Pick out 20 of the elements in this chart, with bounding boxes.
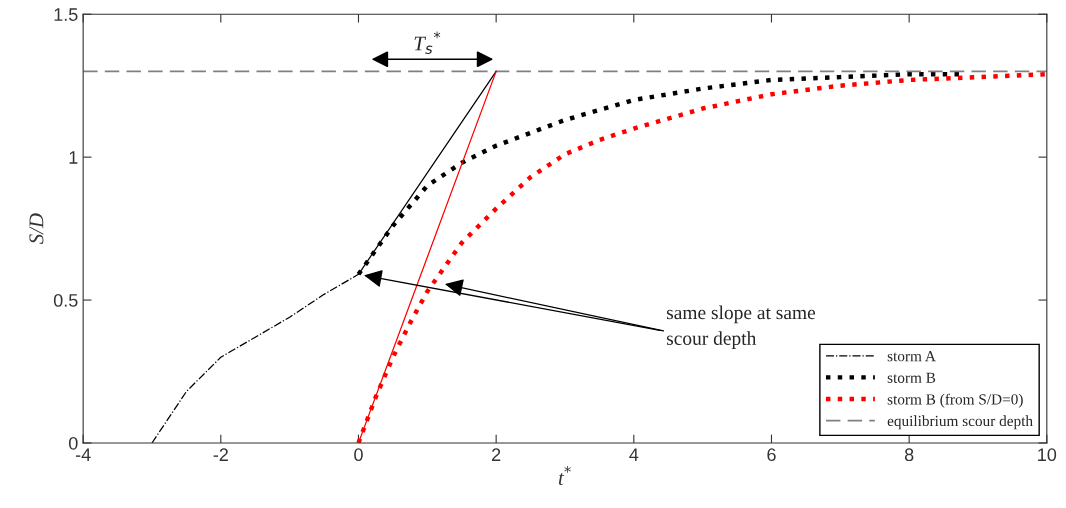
annotation: same slope at same scour depth	[666, 305, 816, 349]
x-tick-label: 0	[354, 448, 363, 462]
x-tick-label: 8	[904, 448, 914, 462]
y-tick-label: 1	[69, 151, 78, 164]
legend-label: equilibrium scour depth	[887, 415, 1033, 430]
y-tick-label: 0	[68, 436, 78, 450]
annotation: T$_{s}$$^{*}$	[414, 31, 441, 54]
x-axis-title: t$^{*}$	[558, 466, 571, 485]
y-tick-label: 1.5	[54, 8, 78, 21]
y-tick-label: 0.5	[53, 293, 78, 307]
legend-label: storm B (from S/D=0)	[887, 393, 1023, 408]
x-tick-label: -2	[213, 448, 228, 461]
x-tick-label: -4	[75, 448, 91, 461]
y-axis-title: S/D	[29, 213, 44, 244]
x-tick-label: 10	[1038, 448, 1057, 462]
x-tick-label: 4	[629, 448, 639, 461]
legend-label: storm A	[887, 351, 936, 362]
x-tick-label: 6	[767, 448, 776, 462]
x-tick-label: 2	[492, 448, 501, 461]
legend-label: storm B	[887, 372, 936, 383]
